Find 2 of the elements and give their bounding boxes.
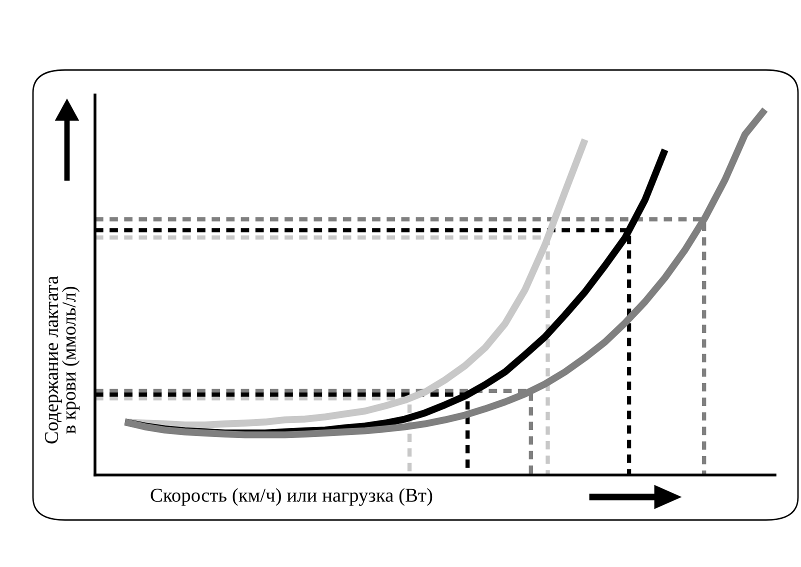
x-axis-title: Скорость (км/ч) или нагрузка (Вт) (150, 488, 432, 506)
y-axis-title: Содержание лактата в крови (ммоль/л) (44, 276, 80, 444)
